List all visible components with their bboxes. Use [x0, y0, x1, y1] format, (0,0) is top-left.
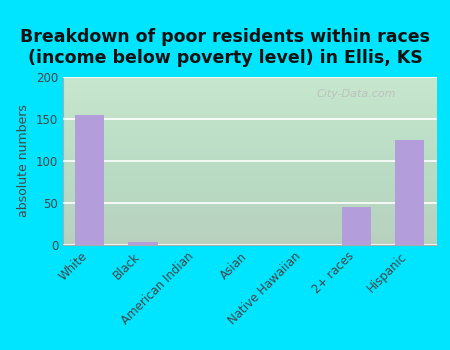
Bar: [75, 115, 104, 245]
Y-axis label: absolute numbers: absolute numbers: [18, 105, 30, 217]
Text: Breakdown of poor residents within races: Breakdown of poor residents within races: [20, 28, 430, 46]
Bar: [128, 243, 158, 245]
Bar: [342, 207, 371, 245]
Bar: [395, 140, 424, 245]
Text: (income below poverty level) in Ellis, KS: (income below poverty level) in Ellis, K…: [27, 49, 423, 67]
Text: City-Data.com: City-Data.com: [317, 89, 396, 99]
